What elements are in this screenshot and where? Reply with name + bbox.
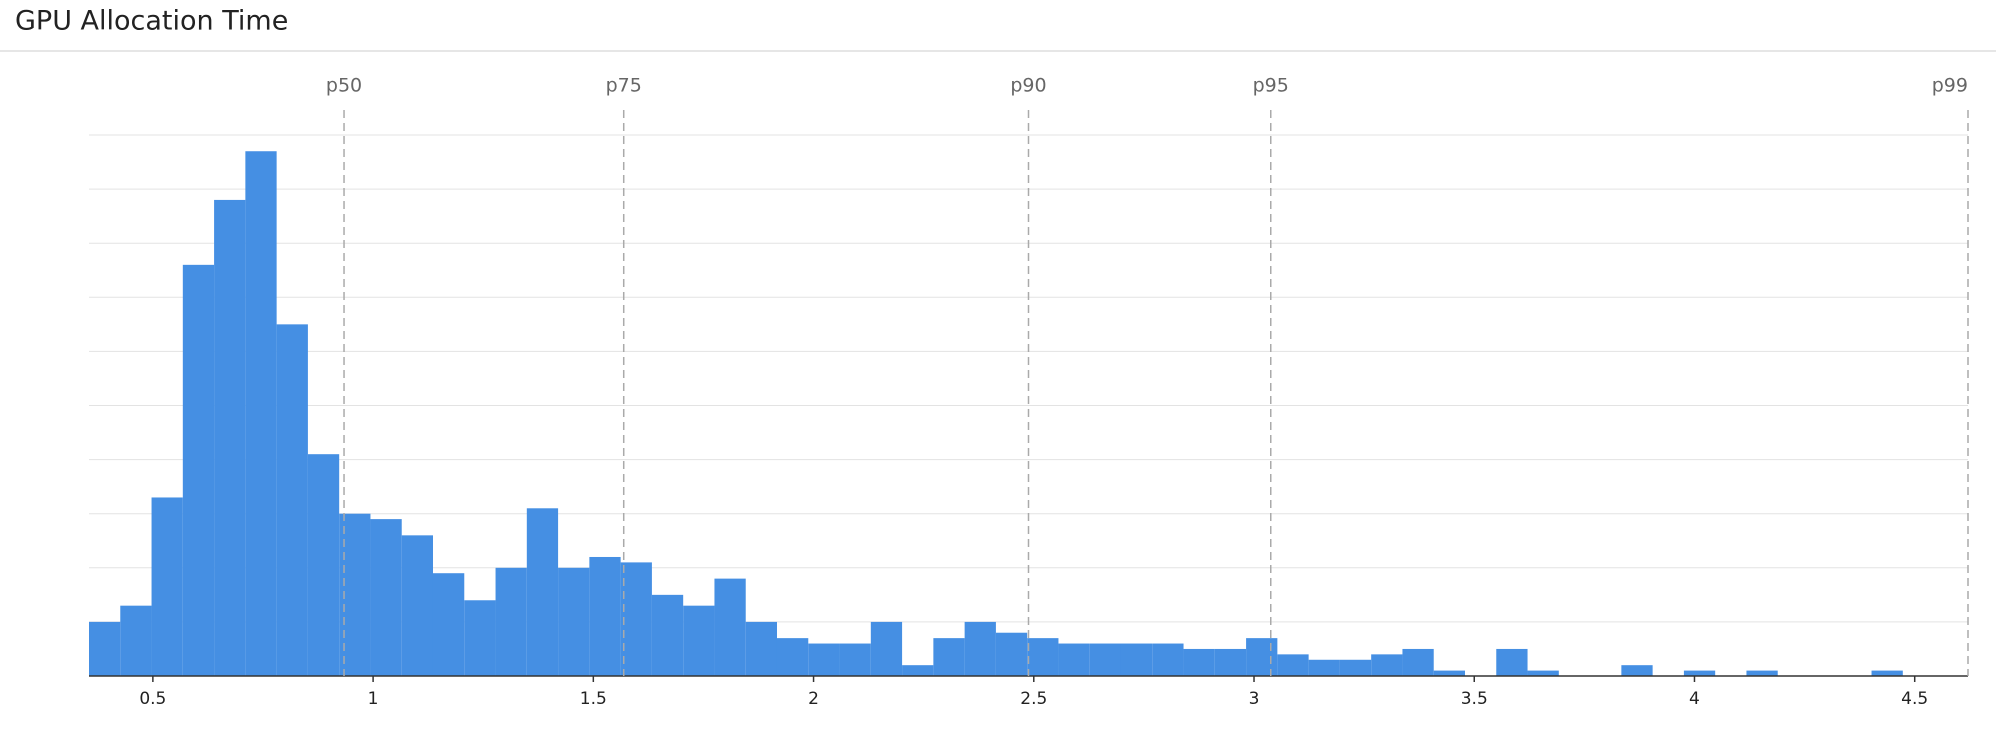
histogram-bar [1027,638,1059,676]
histogram-bar [276,324,308,676]
histogram-bar [902,665,934,676]
histogram-bar [870,621,903,676]
histogram-bar [1339,659,1372,676]
histogram-bar [1871,670,1903,676]
histogram-bar [1120,643,1153,676]
histogram-bar [1433,670,1465,676]
histogram-bar [370,519,402,676]
histogram-bar [1089,643,1121,676]
histogram-bar [839,643,871,676]
histogram-bar [1746,670,1778,676]
histogram-bar [745,621,777,676]
histogram-bar [1496,648,1528,676]
histogram-bar [1527,670,1559,676]
histogram-bar [1402,648,1434,676]
histogram-bar [776,638,809,676]
histogram-bar [1277,654,1309,676]
histogram-bar [432,573,465,676]
histogram-bar [182,264,215,676]
histogram-bar [558,567,590,676]
histogram-bar [120,605,152,676]
x-tick-label: 1.5 [580,689,607,709]
histogram-bar [495,567,527,676]
histogram-bar [1308,659,1340,676]
histogram-bar [401,535,433,676]
histogram-bar [651,594,684,676]
chart-title: GPU Allocation Time [15,6,288,37]
histogram-bar [589,556,621,676]
x-tick-label: 3 [1249,689,1260,709]
x-tick-label: 0.5 [139,689,166,709]
histogram-bar [526,508,559,676]
x-tick-label: 2.5 [1020,689,1047,709]
percentile-label: p99 [1932,75,1968,97]
histogram-bar [1183,648,1215,676]
histogram-bar [995,632,1028,676]
histogram-bar [245,151,277,677]
x-tick-label: 1 [368,689,379,709]
x-tick-label: 4.5 [1901,689,1928,709]
histogram-bar [307,454,340,676]
percentile-label: p95 [1253,75,1289,97]
histogram-bar [933,638,965,676]
histogram-bar [1246,638,1278,676]
histogram-bar [1152,643,1184,676]
histogram-bar [1371,654,1403,676]
histogram-bar [808,643,840,676]
x-tick-label: 3.5 [1461,689,1488,709]
histogram-bar [151,497,183,676]
x-tick-label: 4 [1689,689,1700,709]
percentile-label: p50 [326,75,362,97]
histogram-bar [1214,648,1247,676]
histogram-bar [214,199,246,677]
histogram-bar [620,562,652,676]
x-tick-label: 2 [808,689,819,709]
percentile-label: p75 [606,75,642,97]
histogram-bar [89,621,121,676]
histogram-bar [964,621,996,676]
histogram-bar [714,578,746,676]
percentile-label: p90 [1010,75,1046,97]
histogram-bar [1621,665,1653,676]
histogram-bar [1683,670,1716,676]
histogram-bar [464,600,496,676]
histogram-bar [1058,643,1090,676]
histogram-bar [683,605,715,676]
